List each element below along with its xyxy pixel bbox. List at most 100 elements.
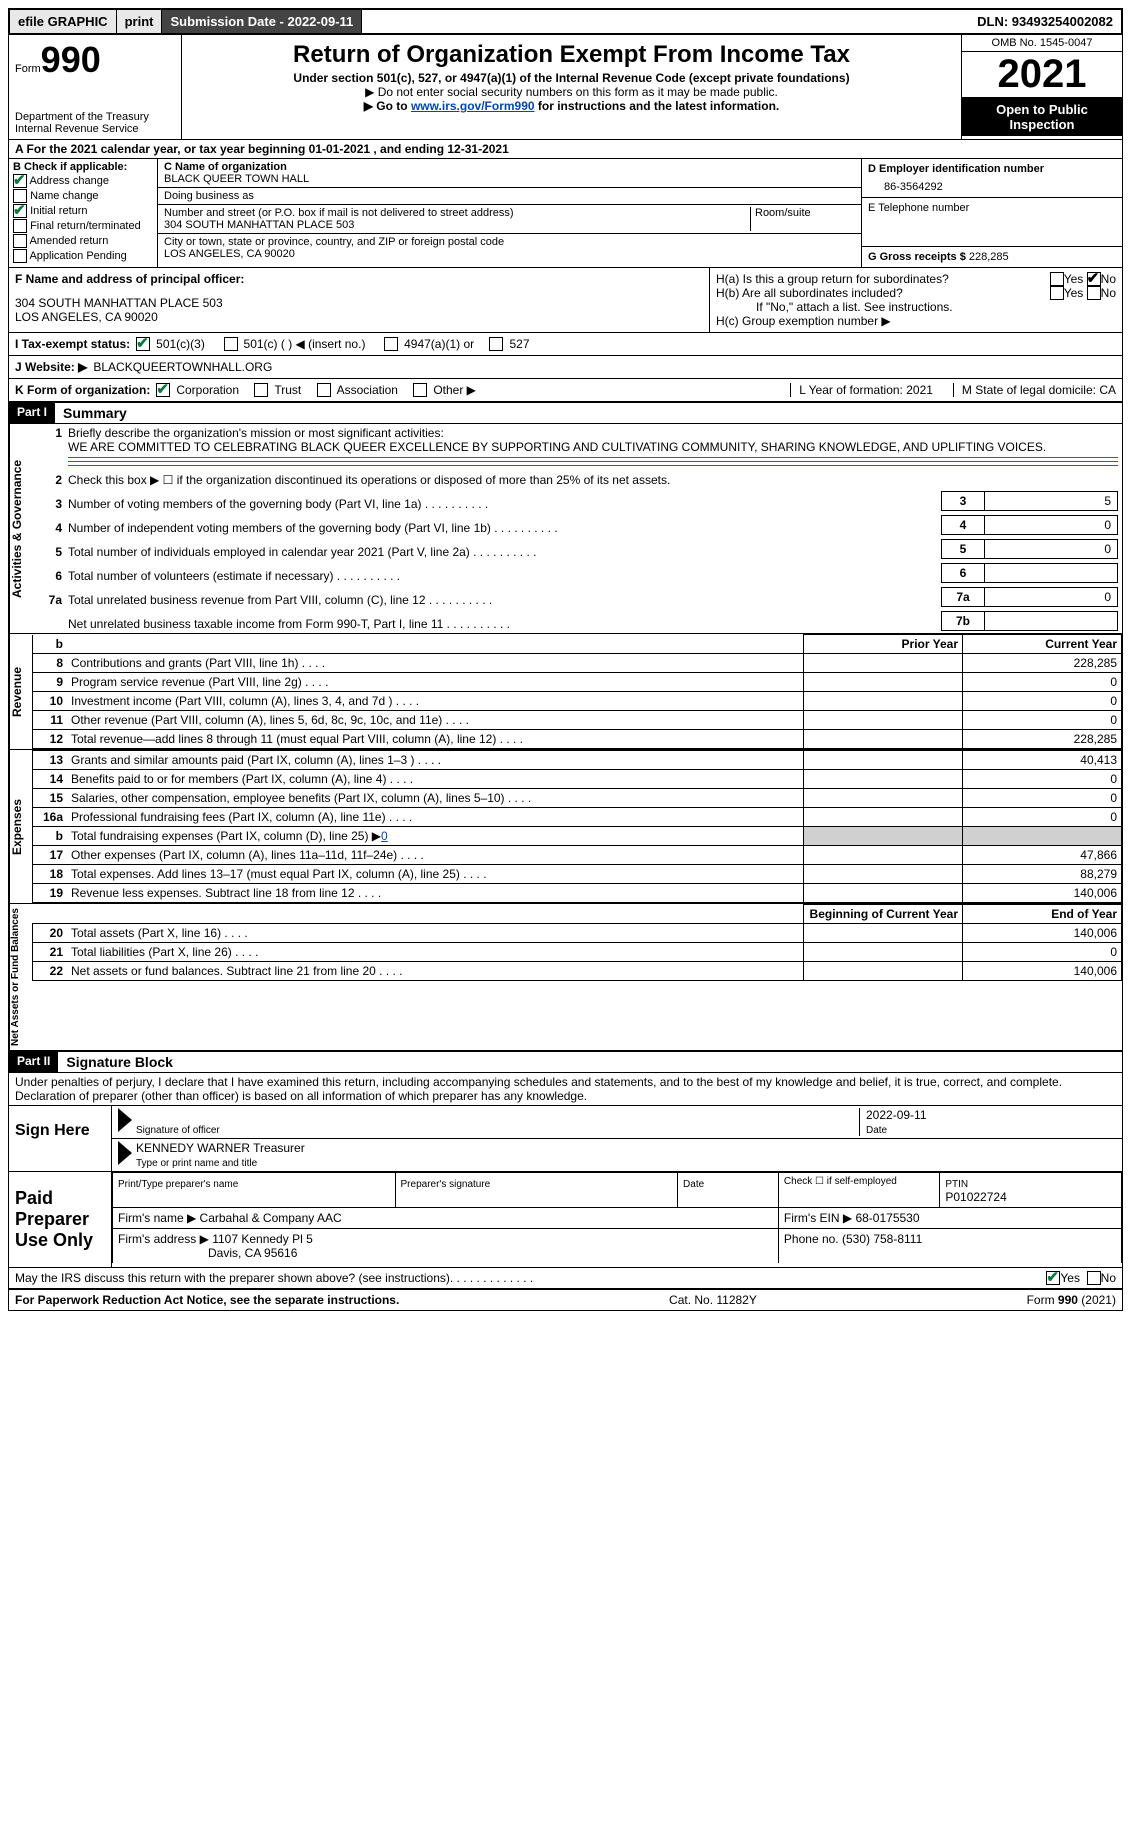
firm-addr2: Davis, CA 95616: [118, 1246, 297, 1260]
chk-final-return[interactable]: Final return/terminated: [13, 219, 153, 233]
chk-501c3[interactable]: [136, 337, 150, 351]
chk-other[interactable]: [413, 383, 427, 397]
form-label: Form: [15, 63, 41, 75]
table-row: 13Grants and similar amounts paid (Part …: [33, 751, 1122, 770]
dln-label: DLN: 93493254002082: [969, 10, 1121, 33]
summary-line: 5Total number of individuals employed in…: [32, 537, 1122, 561]
chk-527[interactable]: [489, 337, 503, 351]
ptin-label: PTIN: [945, 1179, 968, 1190]
section-bcd: B Check if applicable: Address change Na…: [9, 158, 1122, 267]
chk-501c[interactable]: [224, 337, 238, 351]
year-box: OMB No. 1545-0047 2021 Open to Public In…: [961, 35, 1122, 139]
may-irs-yes[interactable]: [1046, 1271, 1060, 1285]
phone-value: (530) 758-8111: [842, 1232, 922, 1246]
hb-no[interactable]: [1087, 286, 1101, 300]
paperwork-notice: For Paperwork Reduction Act Notice, see …: [15, 1293, 399, 1307]
line1-label: Briefly describe the organization's miss…: [68, 426, 444, 440]
firm-addr1: 1107 Kennedy Pl 5: [212, 1232, 313, 1246]
ha-yes[interactable]: [1050, 272, 1064, 286]
chk-app-pending[interactable]: Application Pending: [13, 249, 153, 263]
table-row: 11Other revenue (Part VIII, column (A), …: [33, 711, 1122, 730]
part2-title: Signature Block: [58, 1052, 181, 1072]
may-irs-no[interactable]: [1087, 1271, 1101, 1285]
chk-assoc[interactable]: [317, 383, 331, 397]
prep-sig-label: Preparer's signature: [401, 1179, 491, 1190]
preparer-table: Print/Type preparer's name Preparer's si…: [112, 1172, 1122, 1263]
efile-label: efile GRAPHIC: [10, 10, 117, 33]
chk-address-change[interactable]: Address change: [13, 174, 153, 188]
open-inspection: Open to Public Inspection: [962, 98, 1122, 136]
addr-label: Number and street (or P.O. box if mail i…: [164, 207, 750, 219]
firm-addr-label: Firm's address ▶: [118, 1232, 209, 1246]
chk-corp[interactable]: [156, 383, 170, 397]
table-row: 10Investment income (Part VIII, column (…: [33, 692, 1122, 711]
chk-amended[interactable]: Amended return: [13, 234, 153, 248]
activities-governance-section: Activities & Governance 1Briefly describ…: [9, 423, 1122, 633]
form-number-box: Form990 Department of the Treasury Inter…: [9, 35, 182, 139]
row-fh: F Name and address of principal officer:…: [9, 267, 1122, 332]
col-h-group: H(a) Is this a group return for subordin…: [710, 268, 1122, 332]
row-a-tax-year: A For the 2021 calendar year, or tax yea…: [9, 139, 1122, 158]
part1-header: Part I: [9, 403, 55, 423]
summary-line: 3Number of voting members of the governi…: [32, 489, 1122, 513]
form-container: efile GRAPHIC print Submission Date - 20…: [8, 8, 1123, 1311]
chk-name-change[interactable]: Name change: [13, 189, 153, 203]
header-center: Return of Organization Exempt From Incom…: [182, 35, 961, 139]
gross-label: G Gross receipts $: [868, 251, 966, 263]
topbar: efile GRAPHIC print Submission Date - 20…: [9, 9, 1122, 34]
vtab-ag: Activities & Governance: [9, 424, 32, 633]
sign-here-label: Sign Here: [9, 1106, 112, 1171]
may-irs-row: May the IRS discuss this return with the…: [9, 1267, 1122, 1288]
sig-date-value: 2022-09-11: [866, 1108, 927, 1122]
current-year-header: Current Year: [963, 635, 1122, 654]
part2-header: Part II: [9, 1052, 58, 1072]
org-name: BLACK QUEER TOWN HALL: [164, 173, 855, 185]
firm-name-label: Firm's name ▶: [118, 1211, 196, 1225]
may-irs-text: May the IRS discuss this return with the…: [15, 1271, 450, 1285]
ha-no[interactable]: [1087, 272, 1101, 286]
mission-text: WE ARE COMMITTED TO CELEBRATING BLACK QU…: [68, 440, 1046, 454]
website-value: BLACKQUEERTOWNHALL.ORG: [93, 360, 272, 374]
room-label: Room/suite: [750, 207, 855, 231]
firm-ein: 68-0175530: [855, 1211, 919, 1225]
footer-row: For Paperwork Reduction Act Notice, see …: [9, 1288, 1122, 1310]
form-footer: Form 990 (2021): [1027, 1293, 1116, 1307]
vtab-netassets: Net Assets or Fund Balances: [9, 904, 32, 1050]
ptin-value: P01022724: [945, 1190, 1006, 1204]
part1-title: Summary: [55, 403, 135, 423]
form-number: 990: [41, 39, 101, 80]
expenses-section: Expenses 13Grants and similar amounts pa…: [9, 749, 1122, 903]
check-self-employed: Check ☐ if self-employed: [778, 1173, 939, 1208]
type-name-label: Type or print name and title: [136, 1158, 257, 1169]
hb-yes[interactable]: [1050, 286, 1064, 300]
arrow-icon: [118, 1108, 132, 1132]
l-year-formation: L Year of formation: 2021: [790, 383, 933, 397]
paid-prep-label: Paid Preparer Use Only: [9, 1172, 112, 1267]
b-title: B Check if applicable:: [13, 161, 153, 173]
tel-label: E Telephone number: [868, 202, 1116, 214]
chk-initial-return[interactable]: Initial return: [13, 204, 153, 218]
f-label: F Name and address of principal officer:: [15, 272, 703, 286]
irs-link[interactable]: www.irs.gov/Form990: [411, 99, 535, 113]
print-button[interactable]: print: [117, 10, 163, 33]
gross-value: 228,285: [969, 251, 1009, 263]
j-label: J Website: ▶: [15, 360, 87, 374]
summary-line: Net unrelated business taxable income fr…: [32, 609, 1122, 633]
form-title: Return of Organization Exempt From Incom…: [188, 41, 955, 69]
firm-ein-label: Firm's EIN ▶: [784, 1211, 852, 1225]
m-state-domicile: M State of legal domicile: CA: [953, 383, 1116, 397]
table-row: 9Program service revenue (Part VIII, lin…: [33, 673, 1122, 692]
form-subtitle: Under section 501(c), 527, or 4947(a)(1)…: [188, 71, 955, 85]
ein-label: D Employer identification number: [868, 163, 1116, 175]
omb-number: OMB No. 1545-0047: [962, 35, 1122, 52]
arrow-icon: [118, 1141, 132, 1165]
tax-year: 2021: [962, 52, 1122, 98]
hc-label: H(c) Group exemption number ▶: [716, 314, 1116, 328]
chk-trust[interactable]: [254, 383, 268, 397]
col-b-checkboxes: B Check if applicable: Address change Na…: [9, 159, 158, 267]
note-ssn: ▶ Do not enter social security numbers o…: [188, 85, 955, 99]
i-label: I Tax-exempt status:: [15, 337, 130, 351]
begin-year-header: Beginning of Current Year: [804, 905, 963, 924]
ein-value: 86-3564292: [868, 175, 1116, 193]
chk-4947[interactable]: [384, 337, 398, 351]
